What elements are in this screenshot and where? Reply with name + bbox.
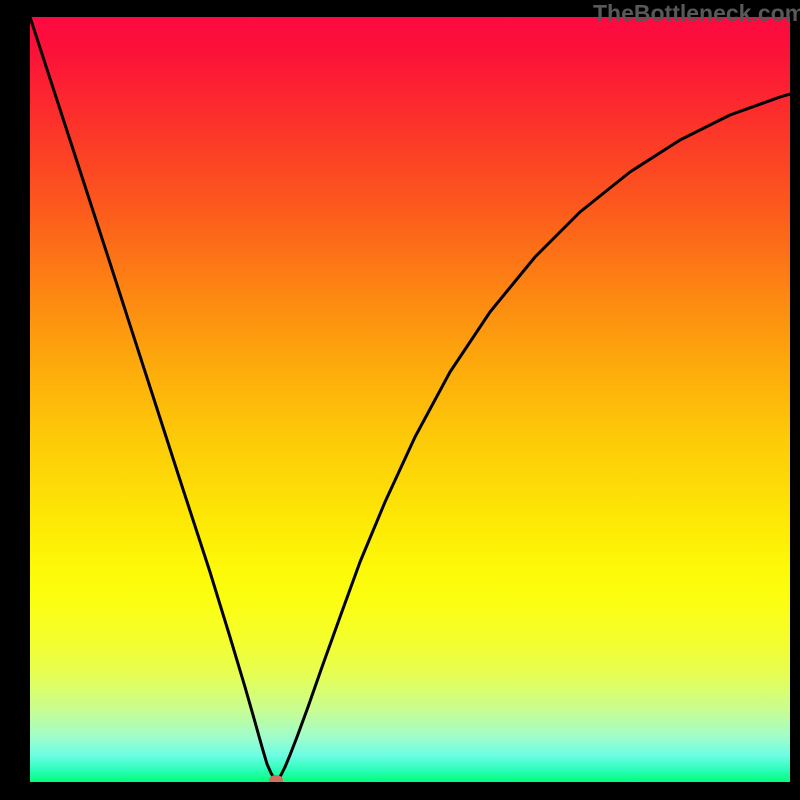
plot-area [30, 17, 790, 782]
gradient-background [30, 17, 790, 782]
watermark-text: TheBottleneck.com [593, 0, 800, 27]
plot-svg [30, 17, 790, 782]
chart-container: TheBottleneck.com [0, 0, 800, 800]
